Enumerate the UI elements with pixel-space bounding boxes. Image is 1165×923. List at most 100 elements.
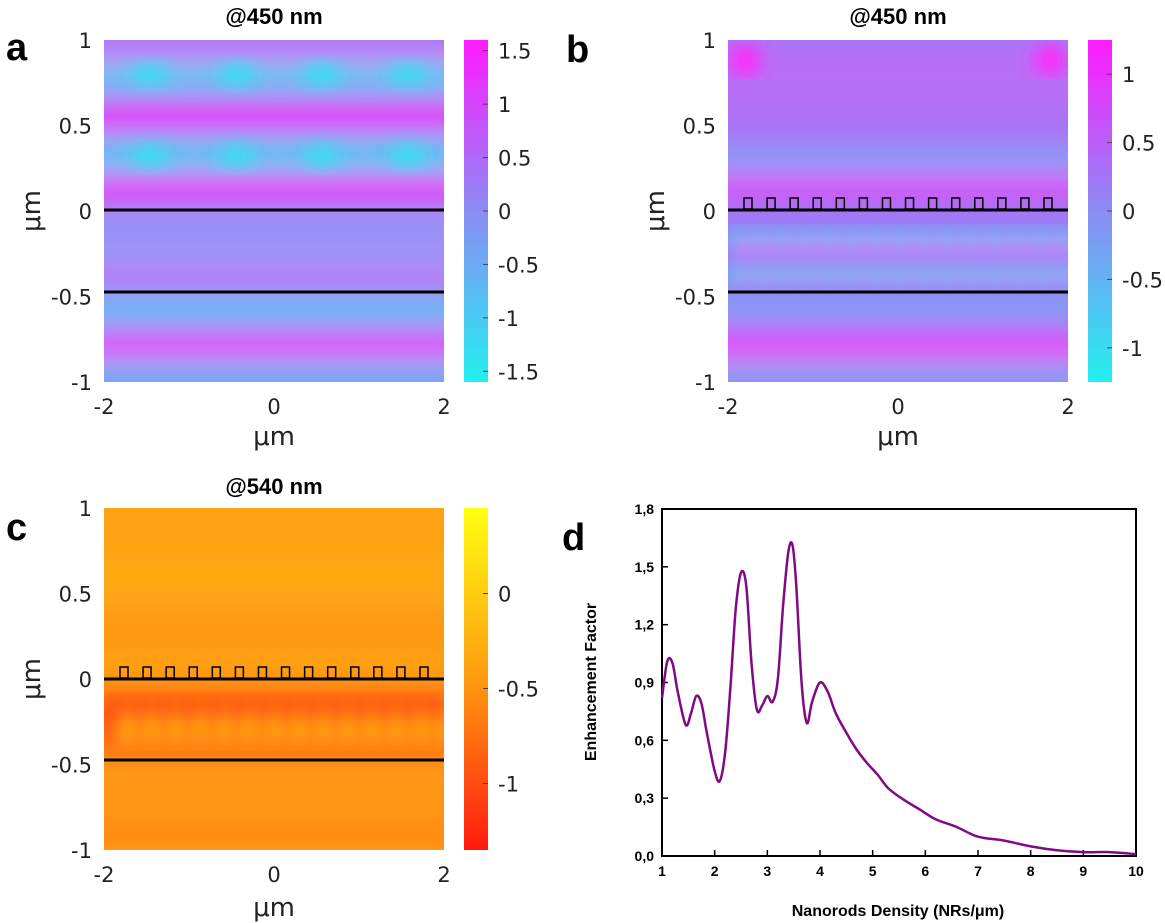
panel-b-ticks: -2 0 2 1 0.5 0 -0.5 -1 bbox=[675, 29, 1075, 419]
panel-a-y-tick-label: 1 bbox=[79, 29, 92, 53]
panel-d-x-tick-label: 5 bbox=[869, 863, 877, 879]
panel-c-title: @540 nm bbox=[225, 474, 322, 499]
panel-b-y-tick-label: 1 bbox=[703, 29, 716, 53]
nanorod bbox=[303, 666, 314, 679]
panel-c-x-tick-label: -2 bbox=[94, 863, 115, 887]
panel-b-title: @450 nm bbox=[849, 4, 946, 29]
panel-a-x-tick-label: 2 bbox=[437, 395, 450, 419]
panel-a-colorbar-ticks: 1.5 1 0.5 0 -0.5 -1 -1.5 bbox=[483, 40, 539, 384]
panel-d-x-tick-label: 2 bbox=[711, 863, 719, 879]
panel-b-y-tick-label: 0.5 bbox=[683, 115, 716, 139]
panel-a-x-tick-label: 0 bbox=[267, 395, 280, 419]
panel-a-y-tick-label: 0 bbox=[79, 200, 92, 224]
panel-c-y-tick-label: 1 bbox=[79, 497, 92, 521]
nanorod bbox=[743, 197, 753, 210]
panel-c-y-tick-label: -1 bbox=[71, 839, 92, 863]
panel-b-xlabel: μm bbox=[877, 422, 919, 452]
panel-b-colorbar-tick-label: -0.5 bbox=[1122, 268, 1163, 292]
nanorod bbox=[881, 197, 892, 210]
nanorod bbox=[997, 197, 1007, 210]
nanorod bbox=[419, 666, 429, 679]
nanorod bbox=[766, 197, 776, 210]
panel-d-y-tick-label: 1,5 bbox=[635, 559, 655, 575]
panel-c-y-tick-label: -0.5 bbox=[51, 754, 92, 778]
nanorod bbox=[927, 197, 938, 210]
panel-d-x-tick-label: 3 bbox=[763, 863, 771, 879]
panel-a-y-tick-label: 0.5 bbox=[59, 115, 92, 139]
nanorod bbox=[326, 666, 337, 679]
panel-d-x-tick-label: 6 bbox=[921, 863, 929, 879]
nanorod bbox=[1020, 197, 1030, 210]
panel-b-colorbar-tick-label: 0 bbox=[1122, 200, 1135, 224]
nanorod bbox=[234, 666, 245, 679]
panel-d-x-tick-label: 9 bbox=[1079, 863, 1087, 879]
panel-a-title: @450 nm bbox=[225, 4, 322, 29]
nanorod bbox=[835, 197, 846, 210]
panel-d-x-tick-label: 4 bbox=[816, 863, 824, 879]
panel-c-colorbar bbox=[464, 508, 488, 850]
panel-label-b: b bbox=[566, 29, 589, 71]
panel-c-x-tick-label: 2 bbox=[437, 863, 450, 887]
panel-b-colorbar-tick-label: 0.5 bbox=[1122, 132, 1155, 156]
nanorod bbox=[119, 666, 129, 679]
panel-c-colorbar-ticks: 0 -0.5 -1 bbox=[483, 583, 539, 797]
nanorod bbox=[142, 666, 152, 679]
panel-c-ticks: -2 0 2 1 0.5 0 -0.5 -1 bbox=[51, 497, 451, 887]
panel-d-series-line bbox=[660, 541, 1137, 856]
panel-a-colorbar-tick-label: 0 bbox=[498, 200, 511, 224]
panel-d-ylabel: Enhancement Factor bbox=[583, 603, 600, 761]
panel-c-y-tick-label: 0 bbox=[79, 668, 92, 692]
nanorod bbox=[974, 197, 984, 210]
panel-b-x-tick-label: 2 bbox=[1061, 395, 1074, 419]
panel-a-colorbar-tick-label: -1.5 bbox=[498, 360, 539, 384]
panel-b-x-tick-label: -2 bbox=[718, 395, 739, 419]
panel-d-ticks: 1 2 3 4 5 6 7 8 9 10 0,0 0,3 0,6 0,9 1,2 1,5 1,8 bbox=[635, 501, 1144, 879]
nanorod bbox=[280, 666, 291, 679]
panel-b-y-tick-label: -0.5 bbox=[675, 286, 716, 310]
panel-b: b @450 nm -2 0 2 1 0.5 0 -0.5 -1 μm μm 1 0.5 bbox=[566, 4, 1163, 452]
panel-d-y-tick-label: 0,0 bbox=[635, 848, 655, 864]
nanorod bbox=[789, 197, 799, 210]
panel-b-colorbar-tick-label: 1 bbox=[1122, 63, 1135, 87]
nanorod bbox=[950, 197, 961, 210]
nanorod bbox=[373, 666, 383, 679]
nanorod bbox=[350, 666, 360, 679]
panel-d-y-tick-label: 0,9 bbox=[635, 675, 655, 691]
panel-d-x-tick-label: 8 bbox=[1027, 863, 1035, 879]
panel-a-x-tick-label: -2 bbox=[94, 395, 115, 419]
panel-a-ylabel: μm bbox=[17, 190, 47, 232]
panel-c-y-tick-label: 0.5 bbox=[59, 583, 92, 607]
panel-label-d: d bbox=[562, 517, 585, 559]
panel-label-a: a bbox=[6, 27, 28, 69]
nanorod bbox=[257, 666, 268, 679]
panel-b-x-tick-label: 0 bbox=[891, 395, 904, 419]
panel-d-plot-frame bbox=[661, 508, 1137, 857]
panel-d: d 1 2 3 4 5 6 7 8 9 10 0,0 0,3 0,6 0,9 1,2 1,5 1,8 Nanor… bbox=[562, 501, 1144, 920]
panel-d-y-tick-label: 0,6 bbox=[635, 732, 655, 748]
panel-c-xlabel: μm bbox=[253, 893, 295, 923]
panel-c-ylabel: μm bbox=[17, 658, 47, 700]
panel-b-colorbar-ticks: 1 0.5 0 -0.5 -1 bbox=[1107, 63, 1163, 361]
panel-c: c @540 nm -2 0 2 1 0.5 0 -0.5 -1 μm μm 0 -0.5 -1 bbox=[6, 474, 539, 923]
panel-c-colorbar-tick-label: -1 bbox=[498, 773, 519, 797]
nanorod bbox=[904, 197, 915, 210]
panel-c-heatmap bbox=[104, 508, 444, 850]
nanorod bbox=[165, 666, 175, 679]
nanorod bbox=[1043, 197, 1053, 210]
panel-b-nanorods bbox=[743, 197, 1053, 210]
panel-b-colorbar-tick-label: -1 bbox=[1122, 337, 1143, 361]
panel-a-colorbar-tick-label: 1.5 bbox=[498, 40, 531, 64]
panel-a-y-tick-label: -0.5 bbox=[51, 286, 92, 310]
panel-d-x-tick-label: 7 bbox=[974, 863, 982, 879]
panel-d-y-tick-label: 1,8 bbox=[635, 501, 655, 517]
panel-d-y-tick-label: 0,3 bbox=[635, 790, 655, 806]
nanorod bbox=[211, 666, 222, 679]
panel-a-colorbar-tick-label: 0.5 bbox=[498, 147, 531, 171]
panel-c-colorbar-tick-label: 0 bbox=[498, 583, 511, 607]
nanorod bbox=[396, 666, 406, 679]
panel-b-y-tick-label: -1 bbox=[695, 371, 716, 395]
panel-a-colorbar-tick-label: -1 bbox=[498, 307, 519, 331]
nanorod bbox=[812, 197, 822, 210]
panel-b-heatmap bbox=[728, 40, 1068, 382]
